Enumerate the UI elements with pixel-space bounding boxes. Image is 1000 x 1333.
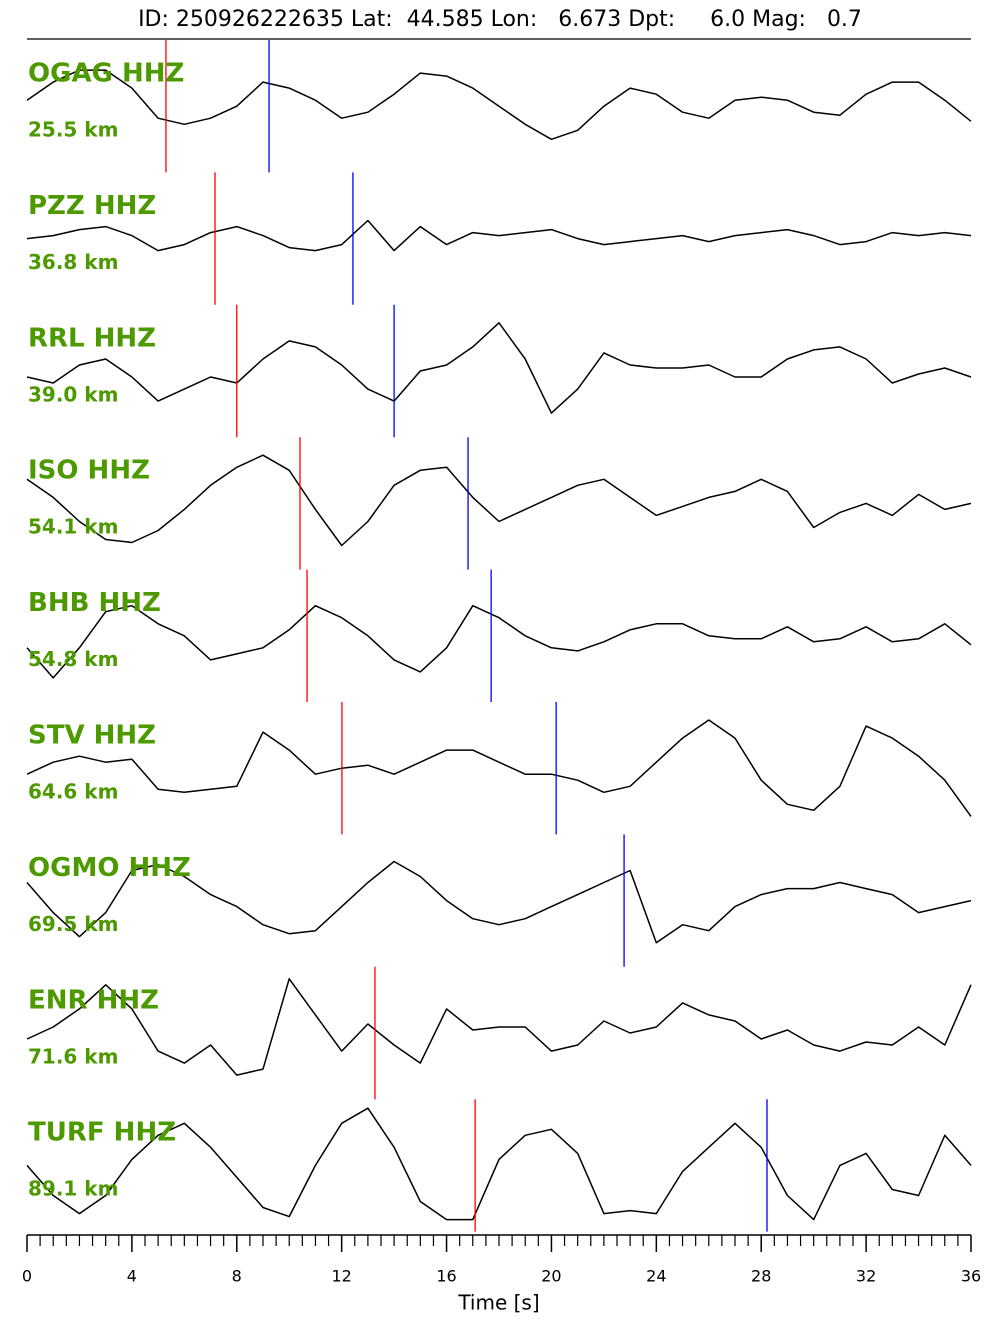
x-tick-label: 28 xyxy=(751,1267,771,1286)
station-label: OGMO HHZ xyxy=(28,853,191,883)
distance-label: 89.1 km xyxy=(28,1177,118,1201)
chart-title: ID: 250926222635 Lat: 44.585 Lon: 6.673 … xyxy=(138,7,862,32)
station-label: STV HHZ xyxy=(28,721,156,751)
x-tick-label: 20 xyxy=(541,1267,561,1286)
waveform xyxy=(26,604,972,679)
station-label: BHB HHZ xyxy=(28,588,161,618)
distance-label: 54.1 km xyxy=(28,515,118,539)
station-label: PZZ HHZ xyxy=(28,191,156,221)
x-tick-label: 32 xyxy=(856,1267,876,1286)
x-tick-label: 8 xyxy=(232,1267,242,1286)
x-tick-label: 16 xyxy=(436,1267,456,1286)
station-label: RRL HHZ xyxy=(28,323,156,353)
station-label: TURF HHZ xyxy=(28,1118,176,1148)
x-tick-label: 0 xyxy=(22,1267,32,1286)
distance-label: 54.8 km xyxy=(28,647,118,671)
waveform xyxy=(26,719,972,817)
x-tick-label: 24 xyxy=(646,1267,666,1286)
distance-label: 39.0 km xyxy=(28,382,118,406)
waveform xyxy=(26,219,972,252)
distance-label: 36.8 km xyxy=(28,250,118,274)
station-label: ENR HHZ xyxy=(28,985,159,1015)
waveform xyxy=(26,860,972,944)
distance-label: 64.6 km xyxy=(28,780,118,804)
x-tick-label: 4 xyxy=(127,1267,137,1286)
distance-label: 69.5 km xyxy=(28,912,118,936)
distance-label: 25.5 km xyxy=(28,118,118,142)
waveform xyxy=(26,978,972,1076)
waveform xyxy=(26,454,972,547)
x-tick-label: 12 xyxy=(331,1267,351,1286)
waveform xyxy=(26,322,972,414)
distance-label: 71.6 km xyxy=(28,1044,118,1068)
x-tick-label: 36 xyxy=(961,1267,981,1286)
station-label: OGAG HHZ xyxy=(28,59,184,89)
station-label: ISO HHZ xyxy=(28,456,150,486)
x-axis-label: Time [s] xyxy=(457,1291,539,1315)
waveform xyxy=(26,69,972,141)
waveform xyxy=(26,1107,972,1221)
